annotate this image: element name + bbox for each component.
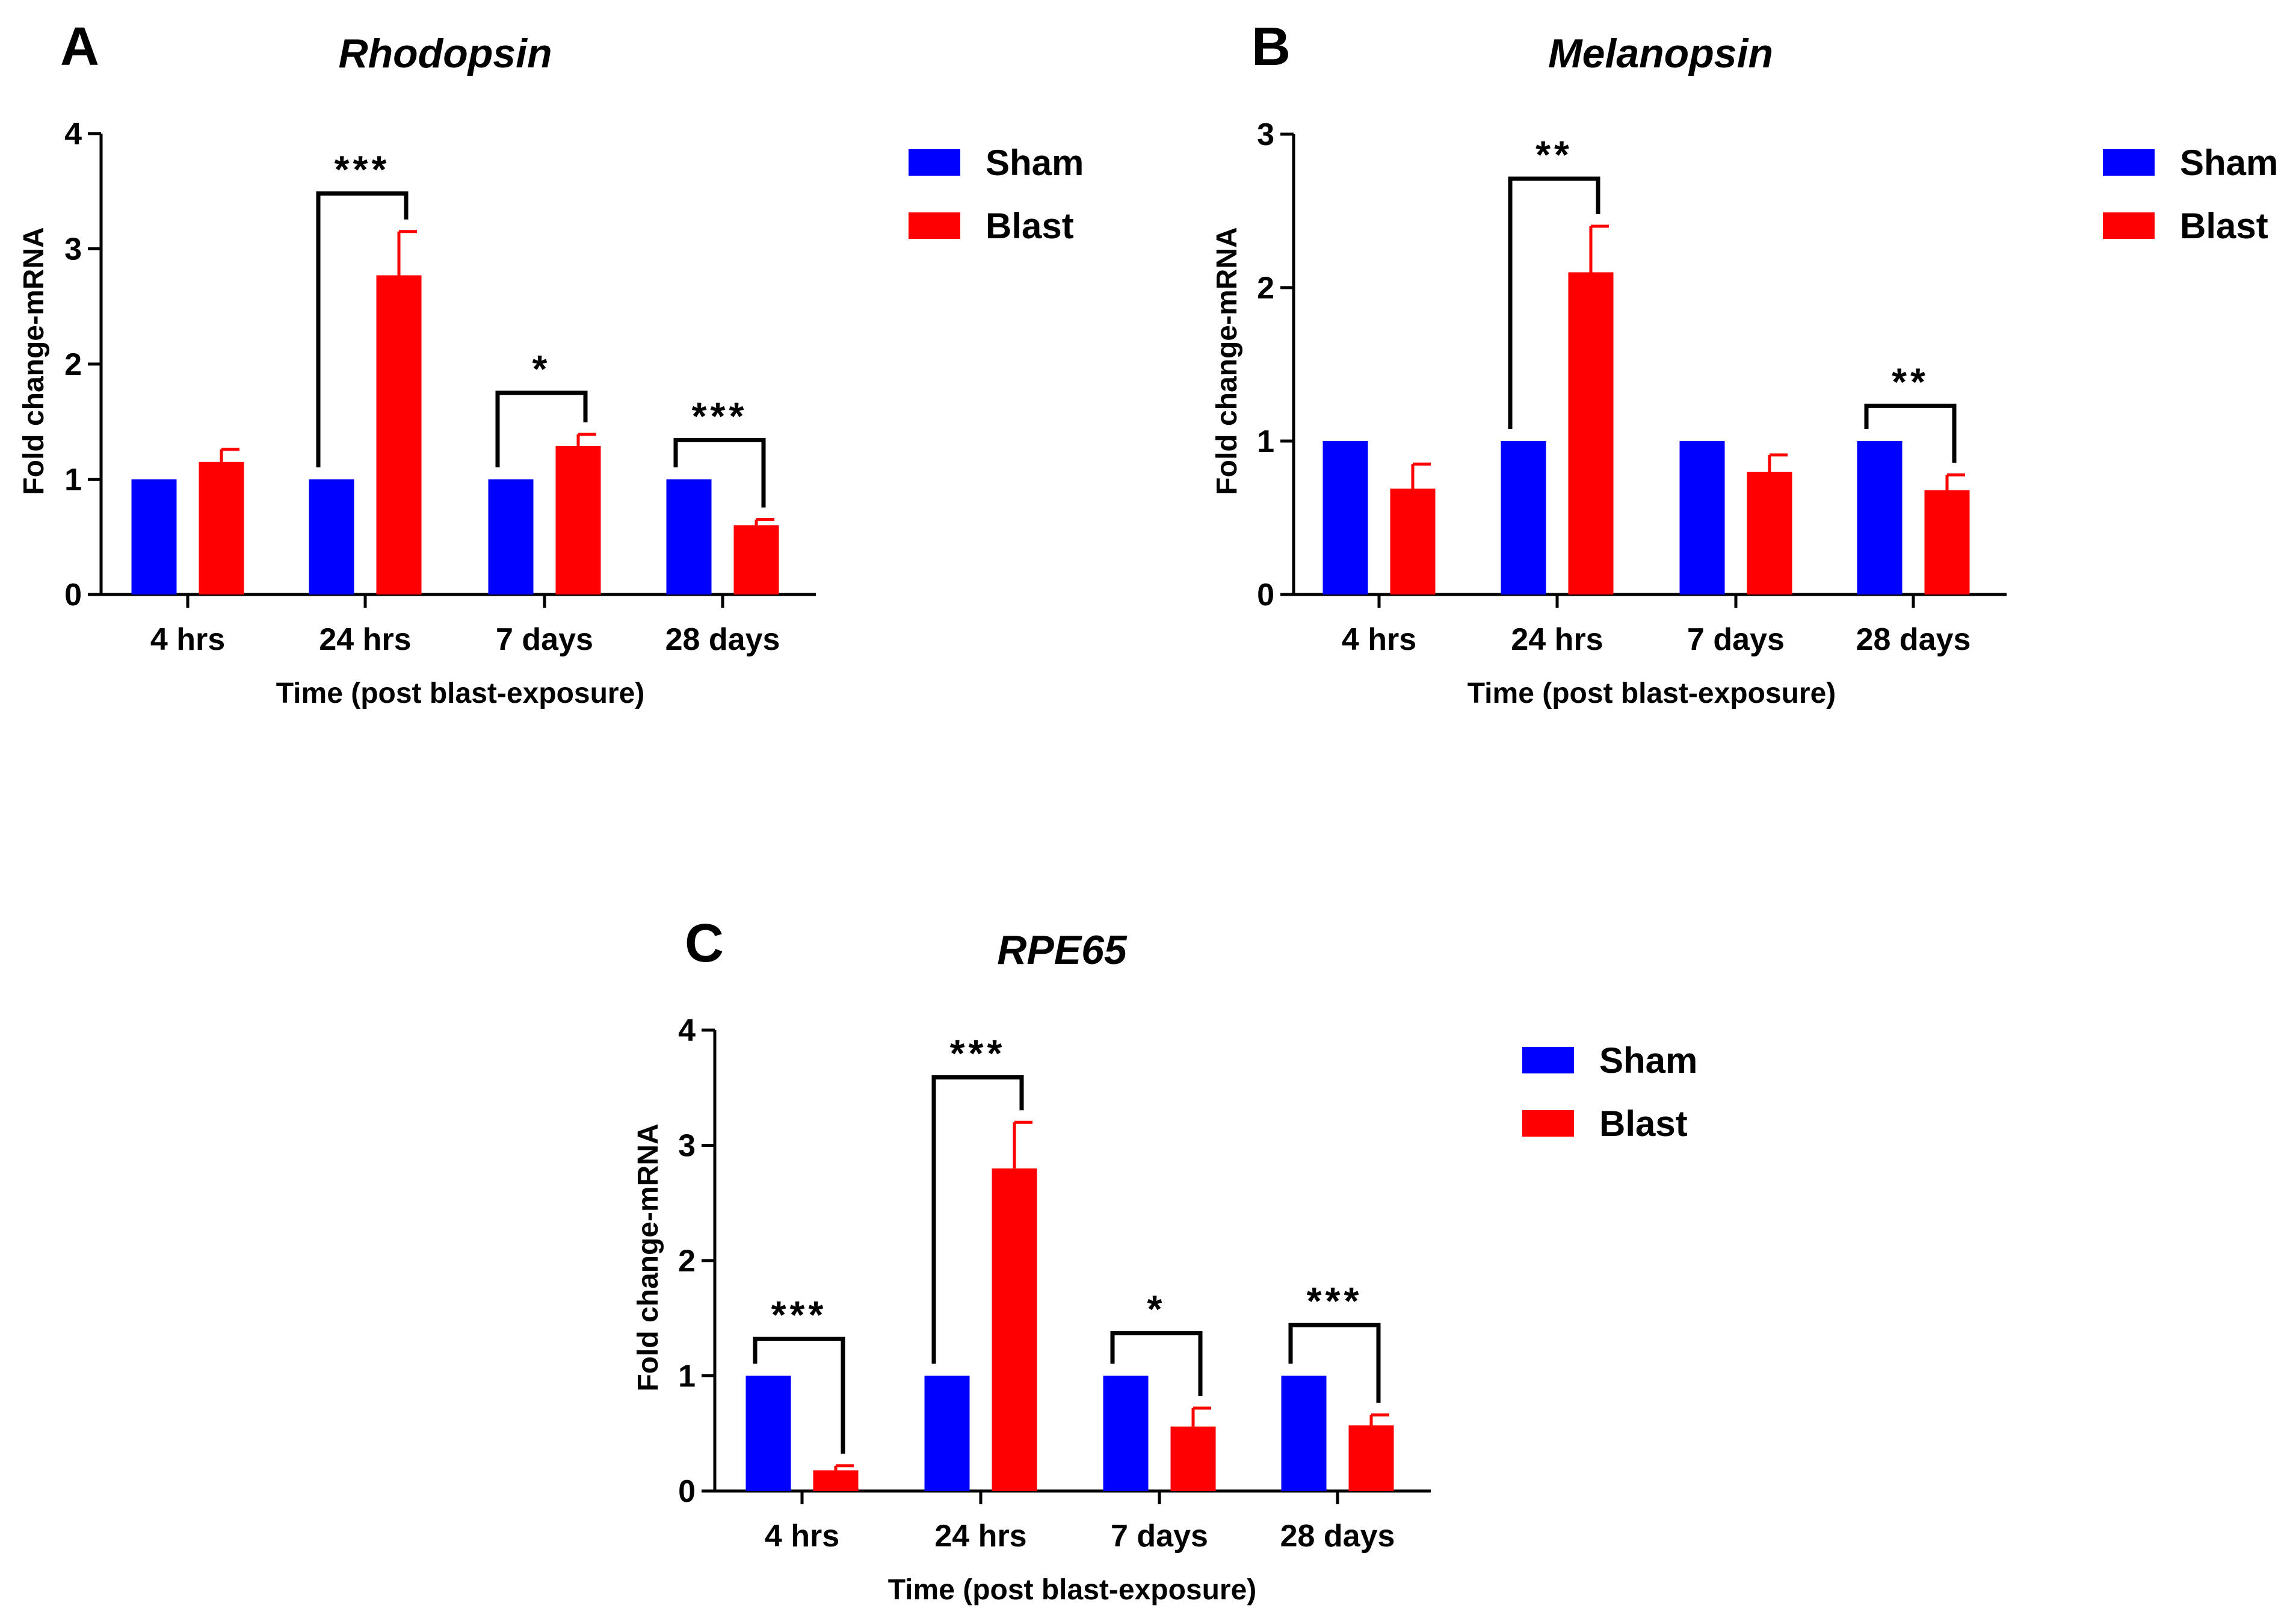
panel-letter: A xyxy=(60,17,99,77)
significance-label: *** xyxy=(692,394,748,437)
bar-blast xyxy=(1568,272,1614,594)
legend-label-blast: Blast xyxy=(1599,1104,1688,1144)
bar-blast xyxy=(992,1168,1037,1491)
legend-label-sham: Sham xyxy=(986,143,1084,183)
bar-sham xyxy=(488,479,534,594)
significance-bracket xyxy=(1864,403,1957,463)
y-tick-label: 0 xyxy=(678,1474,696,1509)
legend-swatch-blast xyxy=(909,212,960,239)
y-tick-label: 1 xyxy=(64,463,82,498)
legend-label-sham: Sham xyxy=(2180,143,2278,183)
y-tick-label: 2 xyxy=(1257,271,1274,306)
y-tick-label: 4 xyxy=(64,117,82,152)
significance-bracket xyxy=(931,1075,1024,1364)
bar-blast xyxy=(1924,490,1970,594)
bar-sham xyxy=(924,1375,970,1491)
x-tick-label: 28 days xyxy=(1856,622,1971,657)
legend-swatch-blast xyxy=(1522,1110,1574,1137)
x-tick-label: 24 hrs xyxy=(1511,622,1603,657)
x-axis-title: Time (post blast-exposure) xyxy=(888,1574,1257,1606)
x-tick-label: 28 days xyxy=(1280,1519,1395,1554)
x-tick-label: 4 hrs xyxy=(150,622,225,657)
y-tick-label: 3 xyxy=(1257,117,1274,152)
bar-sham xyxy=(309,479,354,594)
x-axis-title: Time (post blast-exposure) xyxy=(276,678,645,709)
y-tick-label: 3 xyxy=(64,232,82,267)
legend-label-sham: Sham xyxy=(1599,1040,1697,1081)
bar-blast xyxy=(376,275,422,594)
bar-sham xyxy=(1322,441,1368,594)
y-axis-title: Fold change-mRNA xyxy=(18,227,50,495)
significance-bracket xyxy=(1508,176,1600,429)
x-tick-label: 7 days xyxy=(496,622,593,657)
y-tick-label: 1 xyxy=(1257,424,1274,459)
significance-bracket xyxy=(495,391,588,468)
chart-panel-c: C RPE65 0 1 2 3 4 4 hrs 24 hrs 7 days 28 days Time … xyxy=(632,913,1697,1606)
bar-blast xyxy=(555,445,601,594)
y-axis-title: Fold change-mRNA xyxy=(632,1123,664,1391)
x-tick-label: 7 days xyxy=(1687,622,1785,657)
significance-label: ** xyxy=(1892,360,1929,403)
bar-sham xyxy=(666,479,712,594)
chart-title: RPE65 xyxy=(997,927,1128,973)
legend-swatch-sham xyxy=(1522,1047,1574,1073)
y-axis-title: Fold change-mRNA xyxy=(1211,227,1243,495)
bar-sham xyxy=(1857,441,1903,594)
significance-label: *** xyxy=(1307,1279,1363,1323)
significance-bracket xyxy=(753,1336,845,1454)
panel-letter: C xyxy=(685,913,724,974)
chart-title: Rhodopsin xyxy=(338,31,552,76)
x-axis-title: Time (post blast-exposure) xyxy=(1467,678,1836,709)
bar-sham xyxy=(131,479,177,594)
y-tick-label: 2 xyxy=(678,1244,696,1279)
x-tick-label: 4 hrs xyxy=(765,1519,839,1554)
panel-letter: B xyxy=(1251,17,1291,77)
bar-sham xyxy=(1501,441,1546,594)
chart-panel-a: A Rhodopsin 0 1 2 3 4 4 hrs 24 hrs 7 days 28 days T… xyxy=(18,17,1084,709)
significance-label: *** xyxy=(335,148,390,191)
legend-label-blast: Blast xyxy=(986,206,1074,246)
bar-sham xyxy=(1679,441,1725,594)
bar-blast xyxy=(1170,1426,1216,1491)
significance-label: *** xyxy=(950,1032,1006,1075)
bar-blast xyxy=(813,1470,859,1491)
x-tick-label: 24 hrs xyxy=(319,622,411,657)
bar-blast xyxy=(199,462,244,594)
significance-bracket xyxy=(1288,1323,1381,1403)
y-tick-label: 3 xyxy=(678,1129,696,1164)
significance-bracket xyxy=(316,191,409,468)
legend-swatch-sham xyxy=(909,149,960,176)
y-tick-label: 4 xyxy=(678,1013,696,1048)
y-tick-label: 1 xyxy=(678,1359,696,1394)
legend-swatch-blast xyxy=(2103,212,2155,239)
y-tick-label: 2 xyxy=(64,347,82,382)
x-tick-label: 4 hrs xyxy=(1342,622,1416,657)
chart-title: Melanopsin xyxy=(1548,31,1773,76)
bar-sham xyxy=(1103,1375,1149,1491)
legend-label-blast: Blast xyxy=(2180,206,2268,246)
x-tick-label: 24 hrs xyxy=(934,1519,1026,1554)
significance-bracket xyxy=(673,437,766,508)
y-tick-label: 0 xyxy=(1257,578,1274,613)
bar-sham xyxy=(1281,1375,1327,1491)
bar-blast xyxy=(1747,472,1792,594)
significance-label: *** xyxy=(771,1293,827,1336)
bar-blast xyxy=(733,525,779,594)
chart-panel-b: B Melanopsin 0 1 2 3 4 hrs 24 hrs 7 days 28 days T… xyxy=(1211,17,2278,709)
significance-bracket xyxy=(1110,1331,1203,1397)
significance-label: * xyxy=(532,347,551,391)
significance-label: ** xyxy=(1535,133,1573,176)
legend-swatch-sham xyxy=(2103,149,2155,176)
y-tick-label: 0 xyxy=(64,578,82,613)
x-tick-label: 7 days xyxy=(1111,1519,1208,1554)
bar-blast xyxy=(1348,1425,1394,1491)
bar-blast xyxy=(1390,489,1436,594)
x-tick-label: 28 days xyxy=(665,622,780,657)
bar-sham xyxy=(745,1375,791,1491)
significance-label: * xyxy=(1147,1288,1166,1331)
